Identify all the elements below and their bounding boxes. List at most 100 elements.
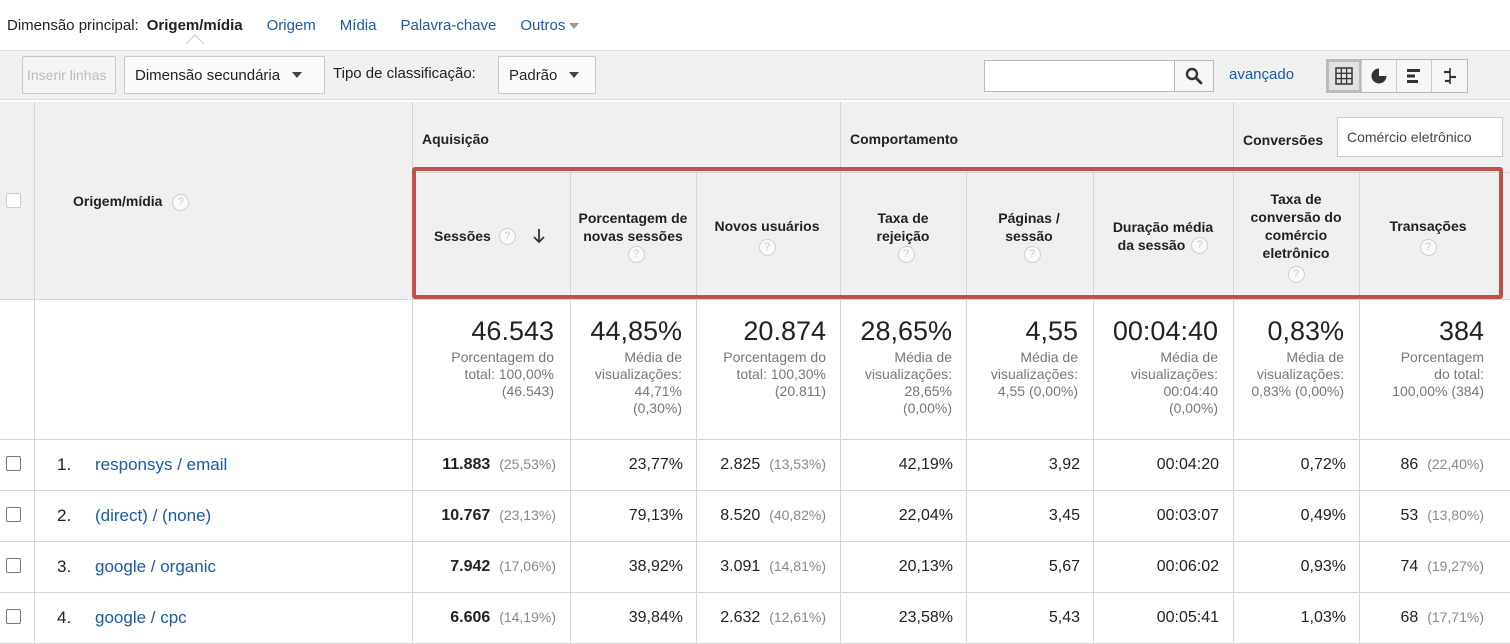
total-avg-duration: 00:04:40 — [1112, 316, 1218, 346]
total-pages-per-session: 4,55 — [1025, 316, 1078, 346]
cell-new-users-value: 3.091 — [720, 558, 761, 575]
group-conversions: Conversões — [1243, 132, 1324, 148]
chevron-down-icon — [569, 72, 580, 78]
help-icon[interactable]: ? — [758, 238, 776, 256]
column-header-new-sessions-pct[interactable]: Porcentagem de novas sessões? — [574, 176, 692, 296]
cell-sessions-percent: (23,13%) — [499, 507, 556, 523]
cell-bounce-rate: 22,04% — [898, 507, 953, 524]
column-header-new-users-label: Novos usuários — [714, 217, 820, 234]
pie-chart-icon — [1371, 68, 1387, 84]
cell-ecom-conv-rate: 0,49% — [1300, 507, 1346, 524]
comparison-view-button[interactable] — [1432, 60, 1467, 92]
total-bounce-rate-detail: Média de visualizações: 28,65% (0,00%) — [864, 349, 952, 416]
row-checkbox[interactable] — [6, 507, 21, 522]
dimension-header[interactable]: Origem/mídia ? — [73, 193, 190, 211]
help-icon[interactable]: ? — [897, 246, 915, 264]
cell-sessions: 7.942 (17,06%) — [356, 558, 556, 576]
row-number: 4. — [57, 608, 72, 627]
bar-chart-icon — [1407, 69, 1420, 83]
cell-sessions: 11.883 (25,53%) — [356, 456, 556, 474]
table-view-button[interactable] — [1327, 60, 1362, 92]
cell-transactions-percent: (13,80%) — [1427, 507, 1484, 523]
group-acquisition: Aquisição — [422, 131, 489, 147]
select-all-checkbox[interactable] — [6, 193, 21, 208]
chevron-down-icon — [569, 22, 580, 29]
help-icon[interactable]: ? — [627, 246, 645, 264]
column-header-pages-per-session[interactable]: Páginas / sessão? — [970, 176, 1088, 296]
cell-sessions-percent: (17,06%) — [499, 558, 556, 574]
cell-new-sessions-pct: 79,13% — [628, 507, 683, 524]
sort-descending-arrow-icon — [533, 229, 545, 244]
cell-bounce-rate: 20,13% — [898, 558, 953, 575]
row-dimension-link[interactable]: google / cpc — [95, 608, 187, 627]
column-header-avg-duration-label: Duração média da sessão? — [1112, 218, 1214, 255]
table-search-input[interactable] — [984, 60, 1175, 92]
total-transactions-detail: Porcentagem do total: 100,00% (384) — [1392, 349, 1484, 399]
dimension-others-label: Outros — [520, 16, 566, 34]
performance-view-button[interactable] — [1397, 60, 1432, 92]
cell-pages-per-session: 3,45 — [1048, 507, 1080, 524]
row-number: 2. — [57, 506, 72, 525]
help-icon[interactable]: ? — [1287, 265, 1305, 283]
cell-sessions-value: 11.883 — [442, 456, 491, 473]
conversion-type-select[interactable]: Comércio eletrônico — [1337, 117, 1503, 157]
cell-sessions-value: 6.606 — [450, 609, 491, 626]
cell-pages-per-session: 3,92 — [1048, 456, 1080, 473]
cell-ecom-conv-rate: 0,93% — [1300, 558, 1346, 575]
cell-sessions-value: 7.942 — [450, 558, 491, 575]
column-header-new-sessions-pct-label: Porcentagem de novas sessões? — [578, 209, 688, 264]
secondary-dimension-label: Dimensão secundária — [135, 66, 281, 84]
column-header-bounce-rate[interactable]: Taxa de rejeição? — [844, 176, 962, 296]
column-header-ecom-conv-rate[interactable]: Taxa de conversão do comércio eletrônico… — [1237, 176, 1355, 296]
help-icon[interactable]: ? — [1191, 237, 1209, 255]
dimension-others-dropdown[interactable]: Outros — [520, 16, 580, 34]
help-icon[interactable]: ? — [1419, 238, 1437, 256]
total-avg-duration-detail: Média de visualizações: 00:04:40 (0,00%) — [1130, 349, 1218, 416]
cell-sessions-percent: (25,53%) — [499, 456, 556, 472]
column-header-new-users[interactable]: Novos usuários ? — [700, 176, 834, 296]
help-icon[interactable]: ? — [498, 227, 516, 245]
column-header-transactions-label: Transações — [1389, 217, 1467, 234]
dimension-source-medium[interactable]: Origem/mídia — [146, 16, 243, 34]
total-ecom-conv-rate: 0,83% — [1267, 316, 1344, 346]
cell-new-users-percent: (40,82%) — [769, 507, 826, 523]
sort-type-dropdown[interactable]: Padrão — [498, 56, 596, 94]
sort-type-label: Tipo de classificação: — [333, 65, 476, 82]
help-icon[interactable]: ? — [1023, 246, 1041, 264]
dimension-medium[interactable]: Mídia — [339, 16, 377, 34]
total-ecom-conv-rate-detail: Média de visualizações: 0,83% (0,00%) — [1251, 349, 1344, 399]
row-dimension-link[interactable]: (direct) / (none) — [95, 506, 212, 525]
column-header-transactions[interactable]: Transações ? — [1363, 176, 1493, 296]
cell-new-users: 3.091 (14,81%) — [626, 558, 826, 576]
cell-pages-per-session: 5,67 — [1048, 558, 1080, 575]
total-sessions-detail: Porcentagem do total: 100,00% (46.543) — [451, 349, 554, 399]
column-header-sessions[interactable]: Sessões ? — [422, 176, 566, 296]
secondary-dimension-dropdown[interactable]: Dimensão secundária — [124, 56, 325, 94]
pie-view-button[interactable] — [1362, 60, 1397, 92]
dimension-source[interactable]: Origem — [266, 16, 316, 34]
advanced-filter-link[interactable]: avançado — [1229, 66, 1295, 83]
dimension-header-label: Origem/mídia — [73, 193, 163, 209]
cell-new-users-percent: (13,53%) — [769, 456, 826, 472]
cell-transactions-value: 53 — [1400, 507, 1419, 524]
row-checkbox[interactable] — [6, 558, 21, 573]
row-dimension-link[interactable]: google / organic — [95, 557, 216, 576]
row-checkbox[interactable] — [6, 456, 21, 471]
total-sessions: 46.543 — [471, 316, 554, 346]
search-button[interactable] — [1174, 60, 1214, 92]
cell-new-users-percent: (14,81%) — [769, 558, 826, 574]
help-icon[interactable]: ? — [172, 193, 190, 211]
dimension-keyword[interactable]: Palavra-chave — [400, 16, 497, 34]
cell-new-sessions-pct: 39,84% — [628, 609, 683, 626]
cell-transactions: 68 (17,71%) — [1284, 609, 1485, 627]
table-toolbar: Inserir linhas Dimensão secundária Tipo … — [0, 50, 1510, 100]
cell-sessions: 10.767 (23,13%) — [356, 507, 556, 525]
row-dimension-link[interactable]: responsys / email — [95, 455, 228, 474]
column-header-avg-duration[interactable]: Duração média da sessão? — [1097, 176, 1229, 296]
sort-type-value: Padrão — [509, 66, 558, 84]
cell-transactions: 53 (13,80%) — [1284, 507, 1485, 525]
chevron-down-icon — [292, 72, 303, 78]
row-checkbox[interactable] — [6, 609, 21, 624]
insert-rows-button[interactable]: Inserir linhas — [22, 56, 116, 94]
view-switcher — [1326, 59, 1468, 93]
